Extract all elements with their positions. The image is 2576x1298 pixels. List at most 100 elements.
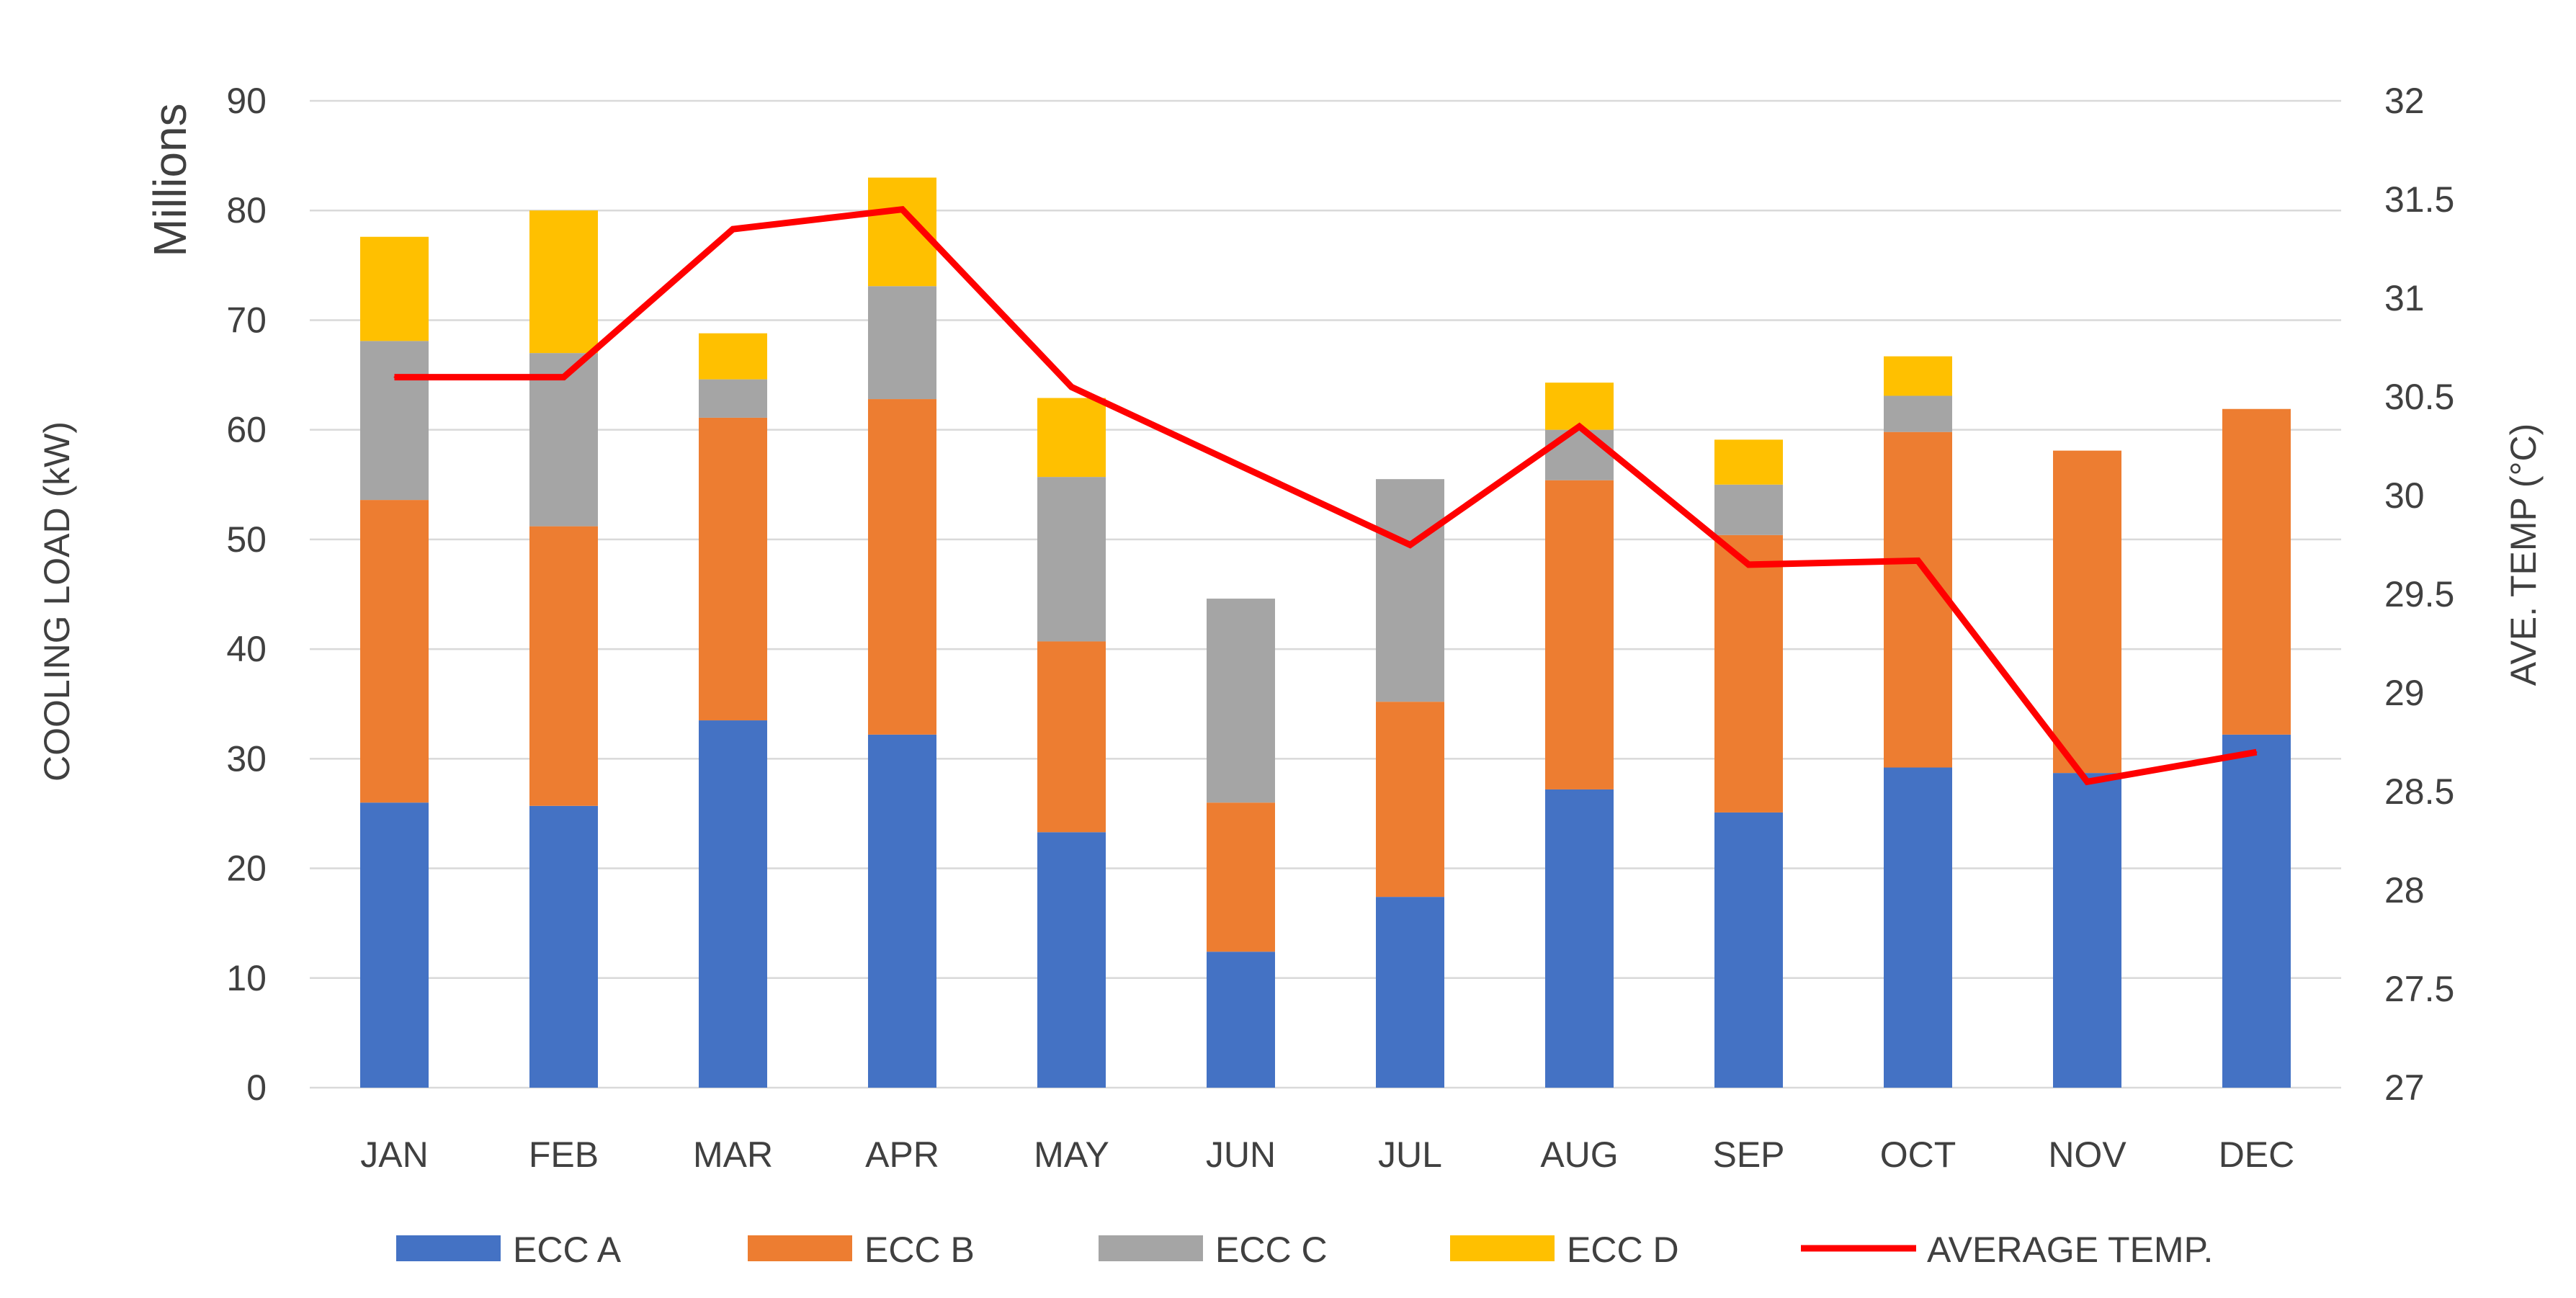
x-tick-label: OCT xyxy=(1880,1134,1956,1175)
y2-tick-label: 27.5 xyxy=(2384,969,2454,1009)
bar-ecc-b-jun xyxy=(1207,802,1275,952)
bar-ecc-c-jul xyxy=(1376,479,1444,702)
bar-ecc-c-oct xyxy=(1884,395,1952,432)
y-tick-label: 80 xyxy=(226,190,267,230)
bar-ecc-a-aug xyxy=(1545,789,1614,1088)
x-tick-label: FEB xyxy=(529,1134,599,1175)
bar-ecc-c-feb xyxy=(529,353,598,527)
y-tick-label: 70 xyxy=(226,300,267,340)
bar-ecc-c-may xyxy=(1037,477,1106,642)
bar-ecc-a-jun xyxy=(1207,952,1275,1088)
x-tick-label: AUG xyxy=(1540,1134,1618,1175)
legend-swatch-ecc-c xyxy=(1099,1235,1203,1261)
bar-ecc-c-jun xyxy=(1207,599,1275,803)
bar-ecc-c-mar xyxy=(699,379,767,418)
bar-ecc-b-sep xyxy=(1714,534,1783,813)
bar-ecc-a-jan xyxy=(360,802,429,1088)
legend-swatch-ecc-d xyxy=(1450,1235,1555,1261)
y2-tick-label: 31.5 xyxy=(2384,179,2454,220)
bar-ecc-b-jul xyxy=(1376,702,1444,898)
x-tick-label: MAR xyxy=(693,1134,773,1175)
legend-label-average-temp: AVERAGE TEMP. xyxy=(1927,1230,2213,1270)
bar-ecc-c-jan xyxy=(360,341,429,501)
bar-ecc-b-jan xyxy=(360,500,429,803)
bar-ecc-c-apr xyxy=(868,286,936,400)
bar-ecc-d-jan xyxy=(360,236,429,341)
y-tick-label: 90 xyxy=(226,81,267,121)
y2-tick-label: 28.5 xyxy=(2384,771,2454,812)
y-tick-label: 50 xyxy=(226,519,267,560)
left-axis-ticks: 0 10 20 30 40 50 60 70 80 90 xyxy=(226,81,267,1108)
bar-ecc-a-mar xyxy=(699,720,767,1088)
y2-tick-label: 27 xyxy=(2384,1068,2425,1108)
legend-swatch-ecc-b xyxy=(748,1235,852,1261)
x-tick-label: DEC xyxy=(2219,1134,2295,1175)
bar-ecc-a-sep xyxy=(1714,812,1783,1088)
bar-ecc-a-dec xyxy=(2222,734,2291,1088)
right-axis-ticks: 27 27.5 28 28.5 29 29.5 30 30.5 31 31.5 32 xyxy=(2384,81,2454,1108)
y-tick-label: 40 xyxy=(226,629,267,669)
average-temp-point xyxy=(563,376,565,378)
y2-tick-label: 28 xyxy=(2384,870,2425,910)
bar-ecc-b-nov xyxy=(2053,450,2121,774)
average-temp-point xyxy=(901,208,903,210)
temperature-line-series xyxy=(393,205,2258,786)
bar-ecc-b-may xyxy=(1037,641,1106,833)
average-temp-point xyxy=(1917,560,1919,562)
average-temp-point xyxy=(1240,465,1242,467)
bar-ecc-b-oct xyxy=(1884,431,1952,768)
bar-ecc-d-feb xyxy=(529,210,598,354)
bar-ecc-d-oct xyxy=(1884,356,1952,396)
y2-axis-title: AVE. TEMP (°C) xyxy=(2503,424,2544,686)
legend-label-ecc-b: ECC B xyxy=(864,1230,975,1270)
bar-ecc-c-sep xyxy=(1714,484,1783,535)
average-temp-point xyxy=(1070,386,1073,388)
legend-label-ecc-a: ECC A xyxy=(513,1230,622,1270)
bar-ecc-a-apr xyxy=(868,734,936,1088)
bar-ecc-b-apr xyxy=(868,399,936,735)
x-tick-label: MAY xyxy=(1034,1134,1109,1175)
average-temp-point xyxy=(2255,751,2258,753)
average-temp-point xyxy=(1748,563,1750,565)
bar-ecc-b-mar xyxy=(699,417,767,721)
y-tick-label: 60 xyxy=(226,410,267,450)
y2-tick-label: 31 xyxy=(2384,278,2425,318)
legend-label-ecc-c: ECC C xyxy=(1215,1230,1328,1270)
y-tick-label: 30 xyxy=(226,738,267,779)
bar-ecc-a-may xyxy=(1037,832,1106,1088)
bar-ecc-c-aug xyxy=(1545,429,1614,480)
legend: ECC A ECC B ECC C ECC D AVERAGE TEMP. xyxy=(396,1230,2213,1270)
y-tick-label: 0 xyxy=(246,1068,267,1108)
bar-ecc-a-nov xyxy=(2053,773,2121,1088)
bar-ecc-b-aug xyxy=(1545,480,1614,789)
bar-ecc-b-dec xyxy=(2222,408,2291,735)
bar-series xyxy=(360,177,2291,1088)
x-tick-label: JUL xyxy=(1378,1134,1442,1175)
bar-ecc-d-sep xyxy=(1714,439,1783,485)
y-axis-title: COOLING LOAD (kW) xyxy=(37,421,77,782)
bar-ecc-a-jul xyxy=(1376,897,1444,1088)
gridlines xyxy=(310,99,2341,1089)
y2-tick-label: 29.5 xyxy=(2384,574,2454,614)
x-axis-ticks: JAN FEB MAR APR MAY JUN JUL AUG SEP OCT NOV DEC xyxy=(360,1134,2294,1175)
y2-tick-label: 32 xyxy=(2384,81,2425,121)
x-tick-label: NOV xyxy=(2048,1134,2126,1175)
legend-label-ecc-d: ECC D xyxy=(1567,1230,1679,1270)
y-tick-label: 20 xyxy=(226,849,267,889)
x-tick-label: JAN xyxy=(360,1134,428,1175)
average-temp-point xyxy=(1578,426,1580,428)
y2-tick-label: 30 xyxy=(2384,475,2425,516)
y2-tick-label: 30.5 xyxy=(2384,377,2454,417)
y-tick-label: 10 xyxy=(226,958,267,998)
bar-ecc-a-oct xyxy=(1884,767,1952,1088)
bar-ecc-b-feb xyxy=(529,526,598,806)
bar-ecc-d-may xyxy=(1037,398,1106,478)
x-tick-label: APR xyxy=(865,1134,939,1175)
average-temp-line xyxy=(394,205,2258,786)
bar-ecc-a-feb xyxy=(529,805,598,1088)
average-temp-point xyxy=(732,228,734,230)
average-temp-point xyxy=(393,376,395,378)
x-tick-label: JUN xyxy=(1206,1134,1276,1175)
y2-tick-label: 29 xyxy=(2384,673,2425,713)
